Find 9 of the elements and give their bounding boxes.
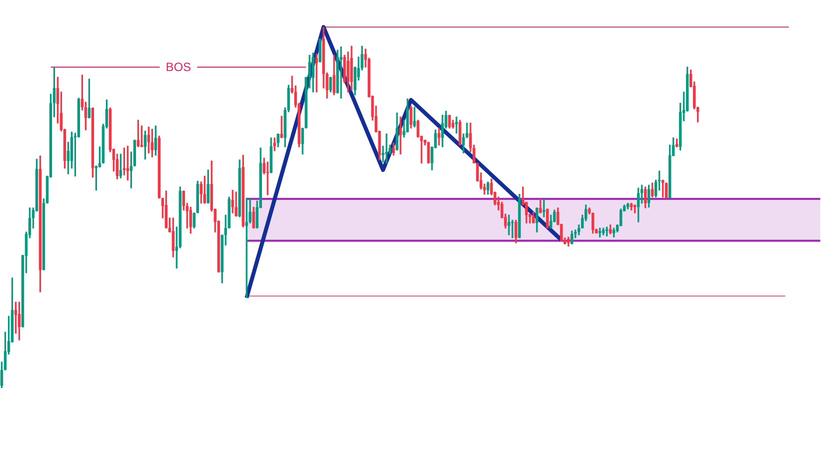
candlestick: [340, 46, 342, 98]
candlestick: [385, 134, 388, 164]
candlestick: [508, 214, 510, 236]
candlestick: [413, 106, 416, 128]
candlestick: [455, 116, 458, 134]
candlestick: [315, 54, 318, 92]
candlestick: [280, 116, 283, 138]
candlestick: [399, 116, 402, 154]
series-label: BOS: [166, 60, 192, 74]
